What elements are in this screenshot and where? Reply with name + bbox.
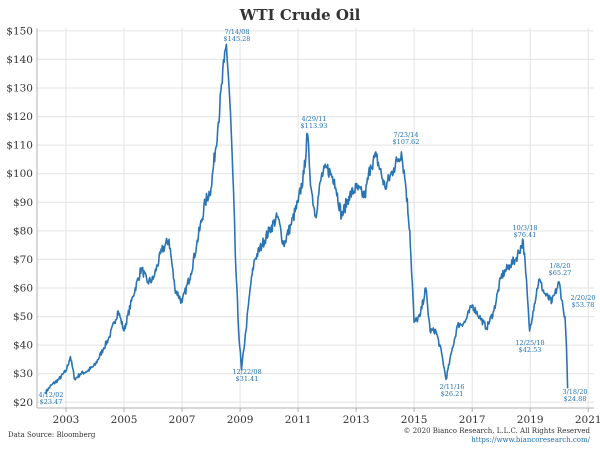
copyright-block: © 2020 Bianco Research, L.L.C. All Right…: [404, 427, 591, 445]
x-tick-label: 2017: [459, 414, 486, 426]
annotation-date: 10/3/18: [512, 224, 537, 232]
annotation-value: $23.47: [40, 398, 63, 406]
annotation-date: 7/14/08: [224, 28, 249, 36]
annotation-value: $107.62: [393, 138, 420, 146]
annotation-date: 7/23/14: [393, 131, 418, 139]
x-tick-label: 2015: [401, 414, 428, 426]
y-tick-label: $50: [13, 311, 33, 323]
annotation-value: $113.93: [301, 122, 328, 130]
annotation-value: $65.27: [549, 269, 572, 277]
annotation-date: 2/20/20: [570, 294, 595, 302]
x-tick-label: 2005: [111, 414, 138, 426]
x-tick-label: 2011: [285, 414, 312, 426]
x-tick-label: 2013: [343, 414, 370, 426]
annotation-value: $26.21: [441, 390, 464, 398]
annotation-value: $42.53: [519, 346, 542, 354]
y-tick-label: $140: [6, 54, 33, 66]
y-tick-label: $100: [6, 168, 33, 180]
annotation-date: 12/25/18: [515, 339, 544, 347]
y-tick-label: $40: [13, 340, 33, 352]
annotation-value: $24.88: [564, 395, 587, 403]
annotation-date: 2/11/16: [439, 383, 464, 391]
annotation-value: $31.41: [236, 375, 259, 383]
y-tick-label: $130: [6, 83, 33, 95]
website-link[interactable]: https://www.biancoresearch.com/: [471, 436, 590, 444]
x-tick-label: 2009: [227, 414, 254, 426]
annotation-value: $76.41: [514, 231, 537, 239]
y-tick-label: $60: [13, 283, 33, 295]
y-tick-label: $150: [6, 25, 33, 37]
y-tick-label: $90: [13, 197, 33, 209]
series-line-wti: [44, 43, 569, 395]
data-source-note: Data Source: Bloomberg: [8, 431, 96, 439]
copyright-text: © 2020 Bianco Research, L.L.C. All Right…: [403, 427, 591, 435]
annotation-date: 12/22/08: [232, 368, 261, 376]
x-tick-label: 2007: [169, 414, 196, 426]
annotation-date: 4/12/02: [38, 391, 63, 399]
annotation-date: 4/29/11: [301, 115, 326, 123]
annotation-date: 3/18/20: [562, 388, 587, 396]
y-tick-label: $120: [6, 111, 33, 123]
chart-title: WTI Crude Oil: [239, 6, 361, 24]
y-tick-label: $80: [13, 225, 33, 237]
y-tick-label: $110: [6, 140, 33, 152]
y-tick-label: $20: [13, 397, 33, 409]
y-tick-label: $70: [13, 254, 33, 266]
annotation-value: $53.78: [572, 301, 595, 309]
x-tick-label: 2019: [517, 414, 544, 426]
annotation-date: 1/8/20: [550, 262, 571, 270]
x-tick-label: 2021: [575, 414, 600, 426]
y-tick-label: $30: [13, 368, 33, 380]
annotation-value: $145.28: [224, 35, 251, 43]
x-tick-label: 2003: [53, 414, 80, 426]
